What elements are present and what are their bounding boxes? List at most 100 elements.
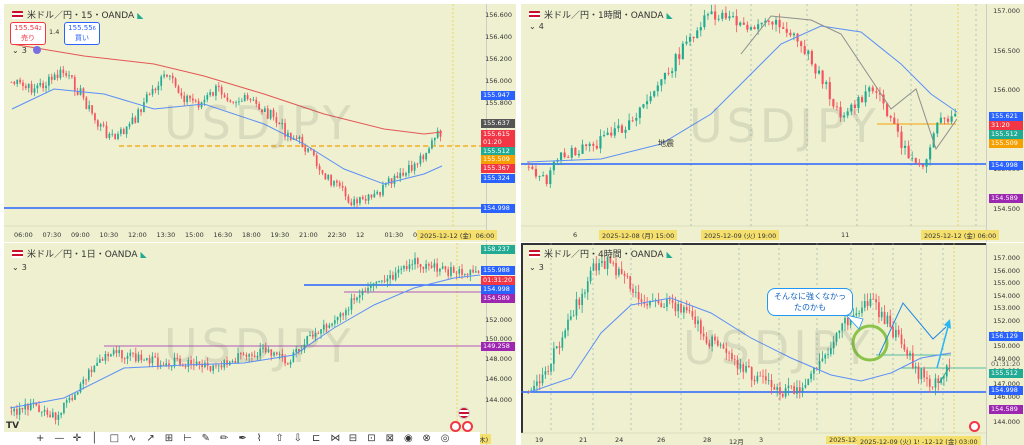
candle <box>79 383 82 393</box>
trash-icon[interactable]: ⊗ <box>422 433 431 444</box>
candle <box>59 69 62 78</box>
candle <box>262 347 264 349</box>
crosshair-icon[interactable]: + <box>36 433 45 444</box>
vertical-line-icon[interactable]: │ <box>91 433 98 444</box>
candle <box>714 336 716 341</box>
indicator-toggle[interactable]: ⌄ 3 <box>529 263 544 272</box>
target-icon[interactable]: ◎ <box>440 433 450 444</box>
price-tick-label: 149.000 <box>993 354 1020 363</box>
target-icon[interactable] <box>462 421 473 432</box>
candle <box>889 116 892 118</box>
indicator-toggle[interactable]: ⌄ 3 <box>12 46 41 55</box>
brush-icon[interactable]: ✎ <box>201 433 210 444</box>
path-icon[interactable]: ∿ <box>128 433 137 444</box>
candle <box>318 166 321 171</box>
chart-panel-15m[interactable]: USDJPY 米ドル／円・15・OANDA ◣ 155.542 売り 1.4 15… <box>4 4 516 242</box>
candle <box>18 407 21 415</box>
cross-icon[interactable]: ✛ <box>72 433 82 444</box>
eye-icon[interactable]: ◉ <box>404 433 413 444</box>
candle <box>32 402 35 404</box>
arrow-up-icon[interactable]: ⇧ <box>275 433 284 444</box>
candle <box>918 162 921 165</box>
candle <box>408 264 411 269</box>
candle <box>278 122 281 125</box>
chart-panel-1h[interactable]: USDJPY 米ドル／円・1時間・OANDA ◣ ⌄ 4 地震 157.000 156… <box>521 4 1024 242</box>
rectangle-icon[interactable]: □ <box>109 433 120 444</box>
candle <box>48 76 50 86</box>
candle <box>215 365 217 367</box>
group-icon[interactable]: ⊡ <box>367 433 376 444</box>
candle <box>215 85 217 96</box>
watermark: USDJPY <box>164 96 355 150</box>
sell-button[interactable]: 155.542 売り <box>10 22 46 45</box>
highlight-circle <box>851 324 889 362</box>
target-icon[interactable] <box>450 421 461 432</box>
candle <box>678 54 681 59</box>
horizontal-line-icon[interactable]: — <box>54 433 65 444</box>
candle <box>91 105 93 114</box>
pencil-icon[interactable]: ✏ <box>220 433 229 444</box>
candle <box>563 152 566 158</box>
candle <box>578 299 581 306</box>
candle <box>154 356 156 358</box>
price-tick-label: 157.000 <box>993 7 1020 15</box>
candle <box>549 170 552 185</box>
candle <box>534 168 538 177</box>
pen-icon[interactable]: ✒ <box>238 433 247 444</box>
candle <box>60 413 62 415</box>
us-flag-icon[interactable] <box>458 407 470 419</box>
candle <box>168 363 170 367</box>
ruler-icon[interactable]: ⊟ <box>348 433 358 444</box>
time-tick-label: 18:00 <box>242 231 261 239</box>
chart-15m-canvas[interactable] <box>4 4 516 242</box>
candle <box>88 105 91 110</box>
chart-title[interactable]: 米ドル／円・4時間・OANDA ◣ <box>529 247 673 260</box>
candle <box>40 411 43 413</box>
candle <box>567 157 570 158</box>
candle <box>538 381 541 384</box>
chart-title[interactable]: 米ドル／円・1時間・OANDA ◣ <box>529 8 673 21</box>
candle <box>179 358 181 366</box>
candle <box>375 281 378 284</box>
candle <box>742 22 745 25</box>
chart-title[interactable]: 米ドル／円・1日・OANDA ◣ <box>12 247 147 260</box>
arrow-down-icon[interactable]: ⇩ <box>293 433 302 444</box>
measure-icon[interactable]: ⊏ <box>312 433 321 444</box>
candle <box>237 353 239 364</box>
chart-title[interactable]: 米ドル／円・15・OANDA ◣ <box>12 8 143 21</box>
candle <box>917 366 920 379</box>
pattern-icon[interactable]: ⋈ <box>330 433 341 444</box>
candle <box>623 273 626 276</box>
lock-icon[interactable]: ⊠ <box>385 433 394 444</box>
target-icon[interactable] <box>969 421 980 432</box>
fib-icon[interactable]: ⊞ <box>164 433 174 444</box>
callout-note[interactable]: そんなに強くなかっ たのかも <box>767 288 853 316</box>
ray-icon[interactable]: ⊢ <box>183 433 192 444</box>
candle <box>589 270 592 282</box>
candle <box>246 95 249 100</box>
candle <box>321 170 324 174</box>
candle <box>173 357 176 367</box>
buy-button[interactable]: 155.556 買い <box>64 22 100 45</box>
indicator-toggle[interactable]: ⌄ 4 <box>529 22 544 31</box>
time-tick-label: 09:00 <box>71 231 90 239</box>
price-tag: 154.589 <box>989 405 1023 414</box>
chart-panel-1d[interactable]: USDJPY 米ドル／円・1日・OANDA◣ ⌄3 158.000152.000… <box>4 243 516 445</box>
candle <box>194 100 197 102</box>
marker-icon[interactable]: ⌇ <box>256 433 262 444</box>
candle <box>74 394 76 400</box>
candle <box>356 297 358 300</box>
indicator-toggle[interactable]: ⌄ 3 <box>12 263 27 272</box>
candle <box>561 337 564 348</box>
chart-panel-4h[interactable]: USDJPY 米ドル／円・4時間・OANDA ◣ ⌄ 3 そんなに強くなかっ たのか… <box>521 243 1024 445</box>
candle <box>82 379 85 384</box>
candle <box>428 264 430 266</box>
candle <box>750 367 753 380</box>
candle <box>779 387 781 395</box>
tradingview-logo[interactable]: TV <box>6 421 20 431</box>
candle <box>793 386 795 394</box>
arrow-icon[interactable]: ↗ <box>146 433 155 444</box>
candle <box>275 352 278 355</box>
chart-1d-canvas[interactable] <box>4 243 516 445</box>
candle <box>284 122 286 137</box>
